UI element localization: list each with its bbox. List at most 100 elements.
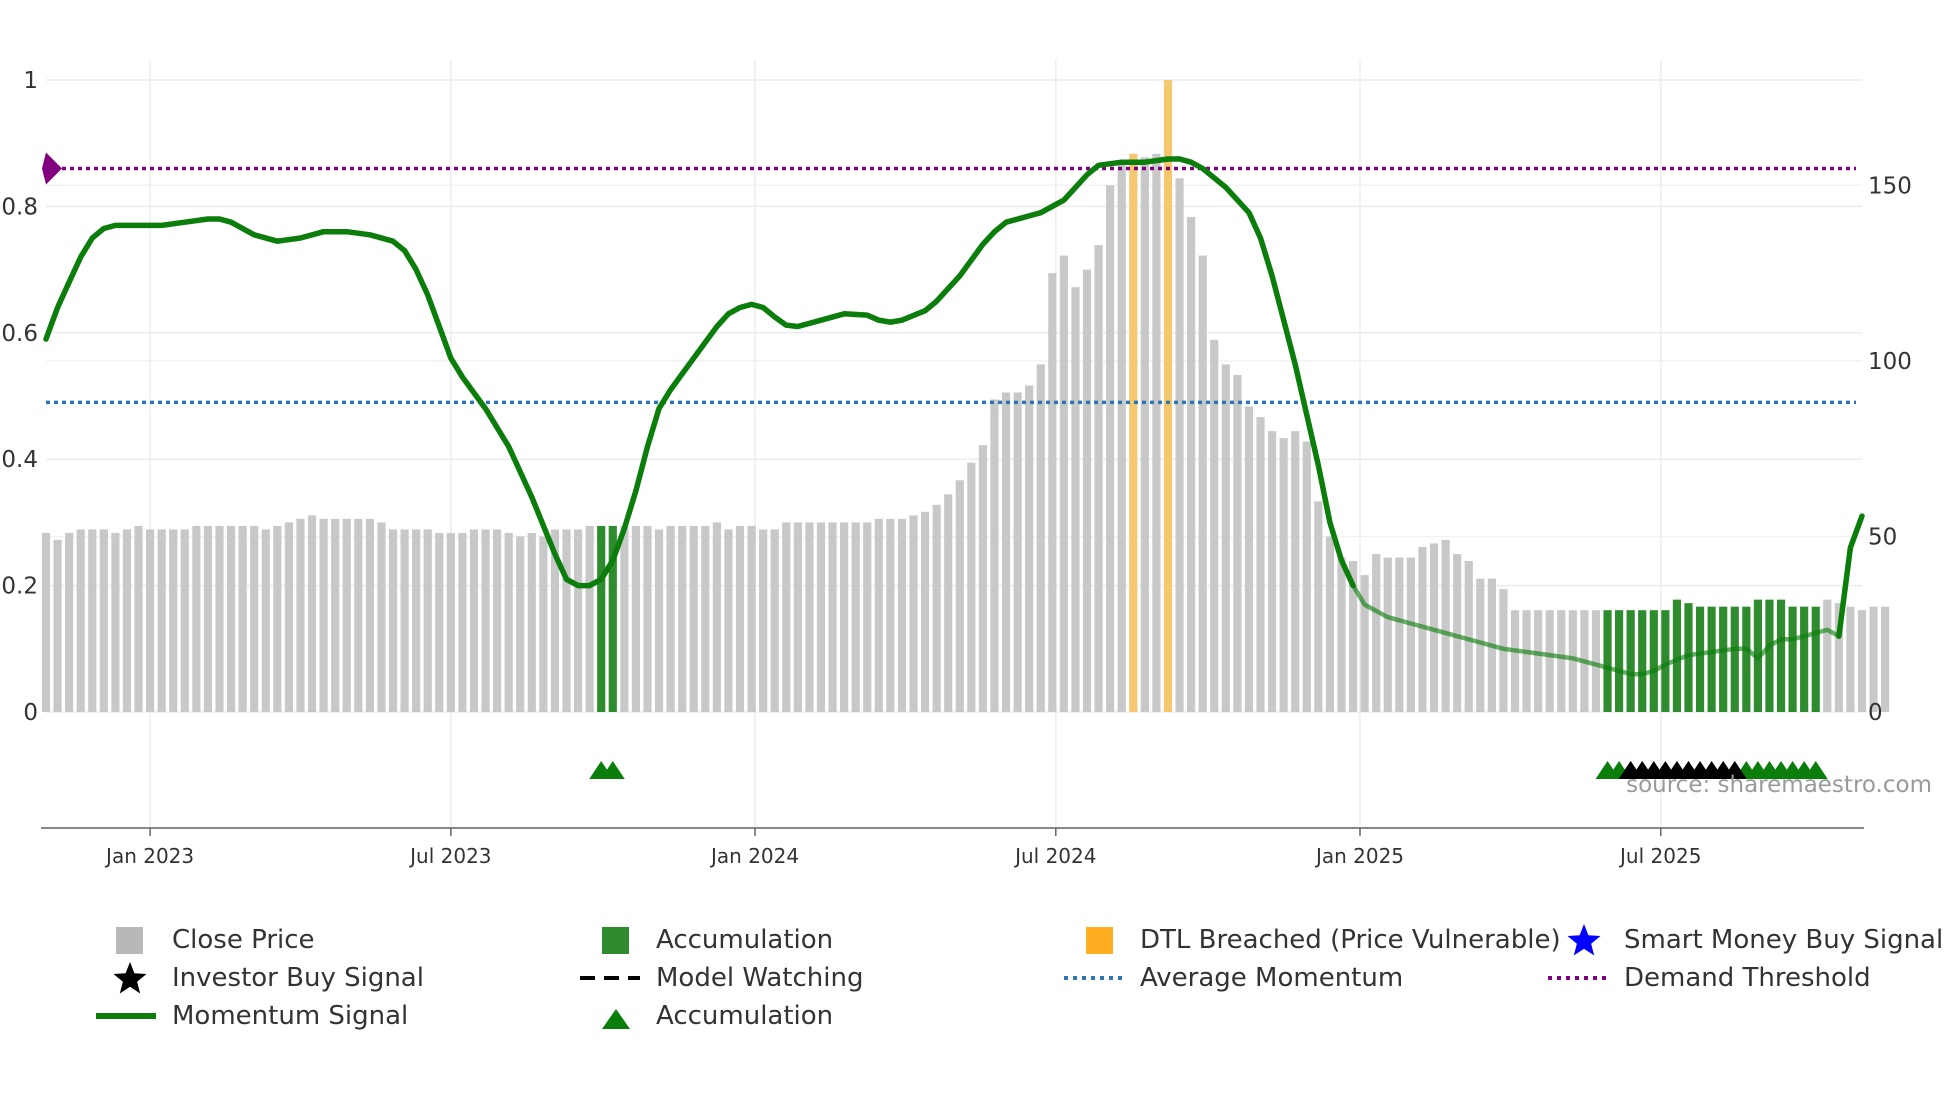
price-bar bbox=[238, 525, 247, 712]
legend-accumulation-marker: Accumulation bbox=[580, 998, 833, 1034]
price-bar bbox=[886, 518, 895, 712]
accumulation-bar bbox=[1603, 610, 1612, 712]
price-bar bbox=[735, 525, 745, 712]
price-bar bbox=[192, 525, 201, 712]
accumulation-bar bbox=[608, 525, 617, 712]
price-bar bbox=[365, 518, 374, 712]
price-bar bbox=[759, 529, 768, 712]
price-bar bbox=[169, 529, 178, 712]
price-bar bbox=[701, 525, 710, 712]
left-tick-label: 1 bbox=[23, 68, 38, 94]
price-bar bbox=[1372, 554, 1381, 712]
right-tick-label: 100 bbox=[1868, 349, 1912, 375]
price-bar bbox=[1510, 610, 1520, 712]
left-tick-label: 0 bbox=[23, 700, 38, 726]
price-bar bbox=[1291, 431, 1300, 712]
price-bar bbox=[1881, 606, 1890, 712]
price-bar bbox=[284, 522, 293, 712]
price-bar bbox=[851, 522, 860, 712]
price-bar bbox=[250, 525, 259, 712]
right-tick-label: 50 bbox=[1868, 524, 1897, 550]
price-bar bbox=[400, 529, 409, 712]
price-bar bbox=[828, 522, 837, 712]
price-bar bbox=[1395, 557, 1404, 712]
triangle-icon bbox=[602, 1009, 630, 1029]
price-bar bbox=[805, 522, 814, 712]
chart: Jan 2023 Jul 2023 Jan 2024 Jul 2024 Jan 2025… bbox=[1, 60, 1932, 868]
price-bar bbox=[920, 511, 930, 712]
price-bar bbox=[1117, 164, 1126, 712]
price-bar bbox=[1071, 287, 1080, 712]
price-bar bbox=[793, 522, 802, 712]
price-bar bbox=[1175, 178, 1184, 713]
accumulation-bar bbox=[1742, 606, 1751, 712]
price-bar bbox=[678, 525, 687, 712]
price-bar bbox=[539, 536, 548, 712]
right-tick-label: 0 bbox=[1868, 700, 1883, 726]
accumulation-bar bbox=[1615, 610, 1624, 712]
right-tick-label: 150 bbox=[1868, 173, 1912, 199]
price-bar bbox=[550, 529, 560, 712]
price-bar bbox=[782, 522, 791, 712]
price-bar bbox=[1522, 610, 1531, 712]
legend-dtl-breached: DTL Breached (Price Vulnerable) bbox=[1064, 922, 1561, 958]
price-bar bbox=[1337, 557, 1346, 712]
price-bar bbox=[41, 532, 51, 712]
left-tick-label: 0.8 bbox=[1, 194, 38, 220]
accumulation-marker bbox=[600, 761, 625, 779]
signal-markers bbox=[589, 761, 1828, 779]
price-bar bbox=[516, 536, 525, 712]
price-bar bbox=[1441, 539, 1450, 712]
x-tick-label: Jul 2023 bbox=[408, 844, 491, 868]
price-bar bbox=[816, 522, 826, 712]
price-bar bbox=[99, 529, 108, 712]
price-bar bbox=[1857, 610, 1867, 712]
price-bar bbox=[342, 518, 351, 712]
accumulation-bar bbox=[1626, 610, 1635, 712]
momentum-line bbox=[43, 156, 1356, 589]
price-bar bbox=[146, 529, 155, 712]
price-bar bbox=[458, 532, 467, 712]
price-bar bbox=[1568, 610, 1577, 712]
price-bar bbox=[493, 529, 502, 712]
price-bar bbox=[909, 515, 918, 712]
price-bar bbox=[1094, 245, 1103, 712]
price-bar bbox=[377, 522, 386, 712]
legend-label: Average Momentum bbox=[1140, 963, 1404, 993]
demand-threshold-marker bbox=[42, 152, 62, 185]
accumulation-bar bbox=[1649, 610, 1658, 712]
price-bar bbox=[203, 525, 213, 712]
price-bar bbox=[1244, 406, 1254, 712]
x-tick-label: Jan 2025 bbox=[1314, 844, 1404, 868]
legend-momentum-signal: Momentum Signal bbox=[96, 998, 408, 1034]
price-bar bbox=[1187, 216, 1196, 712]
price-bar bbox=[469, 529, 479, 712]
price-bar bbox=[897, 518, 907, 712]
accumulation-bar bbox=[597, 525, 606, 712]
price-bar bbox=[180, 529, 189, 712]
price-bar bbox=[1001, 392, 1011, 712]
price-bar bbox=[1418, 546, 1427, 712]
price-bar bbox=[65, 532, 74, 712]
legend-label: Smart Money Buy Signal bbox=[1624, 925, 1944, 955]
accumulation-bar bbox=[1788, 606, 1797, 712]
price-bar bbox=[1360, 575, 1369, 712]
price-bar bbox=[1152, 153, 1161, 712]
price-bar bbox=[1036, 364, 1045, 712]
axes: Jan 2023 Jul 2023 Jan 2024 Jul 2024 Jan 2025… bbox=[1, 68, 1911, 868]
price-bar bbox=[724, 529, 733, 712]
legend-investor-buy: Investor Buy Signal bbox=[96, 960, 424, 996]
price-bar bbox=[423, 529, 432, 712]
accumulation-bar bbox=[1638, 610, 1647, 712]
price-bars bbox=[41, 80, 1890, 713]
price-bar bbox=[1314, 501, 1323, 712]
price-bar bbox=[504, 532, 513, 712]
price-bar bbox=[354, 518, 363, 712]
price-bar bbox=[273, 525, 282, 712]
accumulation-marker bbox=[1803, 761, 1828, 779]
legend-label: Close Price bbox=[172, 925, 315, 955]
price-bar bbox=[863, 522, 872, 712]
accumulation-bar bbox=[1695, 606, 1705, 712]
accumulation-bar bbox=[1776, 599, 1786, 712]
price-bar bbox=[481, 529, 490, 712]
